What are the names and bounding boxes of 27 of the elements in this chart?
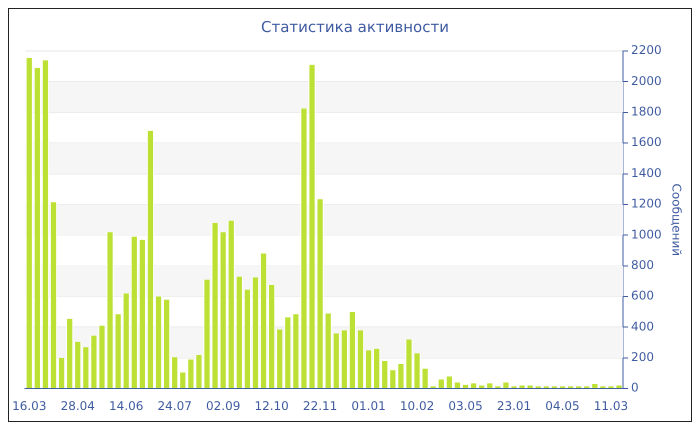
y-tick-label: 0 bbox=[631, 380, 639, 395]
y-tick-label: 1600 bbox=[631, 135, 662, 150]
y-tick-label: 200 bbox=[631, 350, 654, 364]
x-tick-label: 24.07 bbox=[158, 398, 192, 413]
y-tick-label: 600 bbox=[631, 288, 654, 303]
y-tick-label: 1400 bbox=[631, 166, 662, 180]
x-tick-label: 11.03 bbox=[594, 398, 628, 413]
y-tick-label: 400 bbox=[631, 319, 654, 334]
x-tick-label: 10.02 bbox=[400, 398, 434, 413]
y-tick-label: 800 bbox=[631, 258, 654, 272]
x-tick-label: 16.03 bbox=[12, 398, 46, 413]
x-tick-label: 22.11 bbox=[302, 398, 338, 413]
x-tick-label: 12.10 bbox=[254, 398, 289, 413]
x-tick-label: 04.05 bbox=[545, 398, 580, 413]
y-tick-label: 1800 bbox=[631, 104, 662, 119]
x-tick-label: 23.01 bbox=[496, 398, 532, 413]
y-tick-label: 1000 bbox=[631, 227, 662, 242]
x-tick-label: 03.05 bbox=[448, 398, 483, 413]
x-tick-label: 28.04 bbox=[60, 398, 95, 413]
x-tick-label: 14.06 bbox=[109, 398, 144, 413]
y-tick-label: 2000 bbox=[631, 74, 662, 88]
x-tick-label: 01.01 bbox=[351, 398, 386, 413]
y-axis-title: Сообщений bbox=[670, 184, 684, 256]
x-tick-label: 02.09 bbox=[206, 398, 240, 413]
y-tick-label: 2200 bbox=[631, 43, 662, 58]
y-tick-label: 1200 bbox=[631, 196, 662, 211]
chart-title: Статистика активности bbox=[261, 18, 449, 36]
